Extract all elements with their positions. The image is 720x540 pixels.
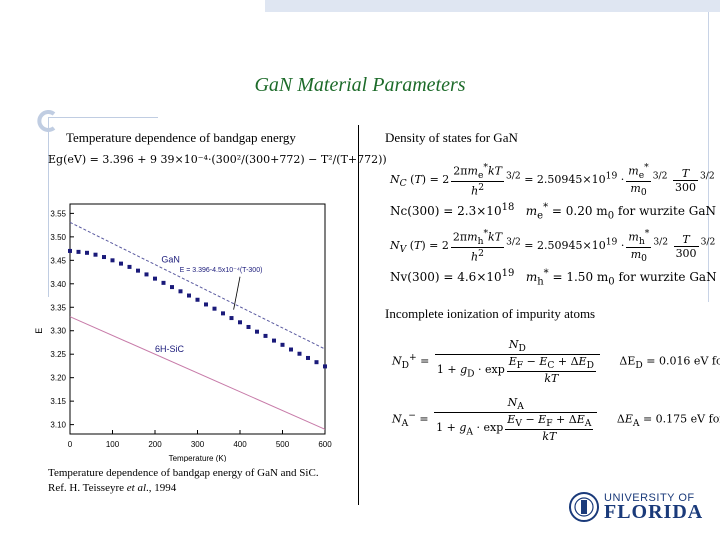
caption-etal: et al	[126, 482, 147, 494]
gan-data-point	[144, 272, 149, 277]
ed-symbol: ΔE	[619, 354, 636, 368]
gan-data-point	[161, 280, 166, 285]
figure-caption: Temperature dependence of bandgap energy…	[48, 466, 319, 496]
gan-data-point	[136, 268, 140, 273]
me-symbol: m	[525, 204, 538, 218]
gan-data-point	[314, 360, 319, 365]
gan-data-point	[221, 311, 225, 316]
left-heading: Temperature dependence of bandgap energy	[66, 130, 296, 145]
y-tick-label: 3.35	[50, 303, 66, 312]
gan-data-point	[263, 333, 268, 338]
caption-line2: Ref. H. Teisseyre et al., 1994	[48, 481, 319, 496]
ed-value: = 0.016 eV for Si	[646, 354, 720, 368]
university-logo: UNIVERSITY OF FLORIDA	[568, 490, 702, 524]
gan-data-point	[289, 347, 293, 352]
decor-vertical-line	[48, 117, 49, 297]
bandgap-formula: Eg(eV) = 3.396 + 9 39×10⁻⁴·(300²/(300+77…	[48, 153, 387, 166]
nc-300-lhs: Nc(300) = 2.3×10	[390, 204, 502, 218]
nv-equation: NV (T) = 2 2πmh*kT h2 3/2 = 2.50945×1019 · m…	[390, 228, 716, 265]
nc-300-exp: 18	[501, 202, 515, 213]
x-axis-label: Temperature (K)	[169, 454, 227, 462]
y-tick-label: 3.10	[50, 421, 66, 430]
gan-data-point	[255, 329, 259, 334]
gan-data-point	[187, 293, 191, 298]
y-tick-label: 3.15	[50, 397, 66, 406]
gan-data-point	[238, 320, 242, 325]
y-axis-label: E	[34, 328, 44, 334]
column-divider	[358, 125, 359, 505]
sic-annotation: 6H-SiC	[155, 344, 185, 354]
x-tick-label: 500	[276, 440, 290, 449]
gan-data-point	[127, 264, 132, 269]
gan-data-point	[68, 248, 72, 253]
fit-annotation: E = 3.396-4.5x10⁻⁴(T-300)	[180, 267, 263, 274]
gan-data-point	[246, 324, 251, 329]
gan-data-point	[76, 249, 81, 254]
nd-ionized-equation: ND+ = ND 1 + gD · exp EF − EC + ΔED kT ΔED …	[392, 338, 720, 385]
caption-year: ., 1994	[146, 482, 177, 494]
me-tail: for wurzite GaN	[614, 204, 716, 218]
nv-300-lhs: Nv(300) = 4.6×10	[390, 270, 502, 284]
mh-tail: for wurzite GaN	[614, 270, 717, 284]
right-accent-line	[708, 12, 709, 302]
y-tick-label: 3.25	[50, 350, 66, 359]
decor-horizontal-line	[48, 117, 158, 118]
x-tick-label: 600	[318, 440, 332, 449]
nc-300-value: Nc(300) = 2.3×1018 me* = 0.20 m0 for wur…	[390, 202, 716, 222]
gan-data-point	[212, 306, 217, 311]
logo-line1: UNIVERSITY OF	[604, 492, 695, 504]
x-tick-label: 200	[148, 440, 162, 449]
gan-data-point	[280, 342, 285, 347]
mh-value: = 1.50 m	[548, 270, 609, 284]
nv-300-exp: 19	[501, 268, 515, 279]
top-accent-bar	[265, 0, 720, 12]
gan-data-point	[110, 258, 115, 263]
gan-data-point	[297, 351, 302, 356]
y-tick-label: 3.55	[50, 209, 66, 218]
nc-constant: = 2.50945×10	[524, 173, 606, 187]
gan-annotation: GaN	[161, 255, 180, 265]
gan-data-point	[195, 297, 200, 302]
x-tick-label: 100	[106, 440, 120, 449]
caption-line1: Temperature dependence of bandgap energy…	[48, 467, 319, 479]
y-tick-label: 3.40	[50, 280, 66, 289]
y-tick-label: 3.45	[50, 256, 66, 265]
gan-data-point	[93, 252, 98, 257]
fit-annotation-arrow	[233, 276, 241, 310]
corner-ornament	[37, 110, 56, 132]
sic-line	[69, 316, 326, 430]
x-tick-label: 0	[68, 440, 73, 449]
nc-constant-exp: 19	[605, 170, 618, 182]
gan-fit-line	[69, 221, 326, 350]
seal-icon	[569, 492, 599, 522]
slide-title: GaN Material Parameters	[254, 74, 466, 96]
y-tick-label: 3.30	[50, 327, 66, 336]
gan-data-point	[153, 276, 157, 281]
bandgap-chart: 0 100 200 300 400 500 600 3.10 3.15 3.20 3.25 3.30 3…	[34, 203, 332, 462]
nv-300-value: Nv(300) = 4.6×1019 mh* = 1.50 m0 for wur…	[390, 268, 717, 288]
caption-ref: Ref. H. Teisseyre	[48, 482, 127, 494]
x-tick-label: 400	[233, 440, 247, 449]
gan-data-point	[204, 302, 208, 307]
gan-data-point	[102, 255, 106, 260]
me-value: = 0.20 m	[548, 204, 608, 218]
right-heading-dos: Density of states for GaN	[385, 130, 518, 145]
gan-data-point	[229, 316, 234, 321]
gan-data-point	[323, 364, 327, 369]
nc-equation: NC (T) = 2 2πme*kT h2 3/2 = 2.50945×1019 · m…	[390, 162, 715, 199]
gan-data-point	[272, 338, 276, 343]
right-heading-ionization: Incomplete ionization of impurity atoms	[385, 306, 596, 321]
gan-data-point	[306, 355, 310, 360]
x-tick-label: 300	[191, 440, 205, 449]
y-tick-label: 3.20	[50, 374, 66, 383]
plot-frame	[69, 203, 326, 435]
logo-line2: FLORIDA	[604, 501, 704, 523]
gan-data-point	[119, 261, 123, 266]
na-ionized-equation: NA− = NA 1 + gA · exp EV − EF + ΔEA kT ΔEA …	[392, 396, 720, 443]
y-tick-label: 3.50	[50, 233, 66, 242]
ea-value: = 0.175 eV for Mg	[642, 412, 720, 426]
gan-data-point	[178, 289, 183, 294]
gan-data-point	[170, 285, 174, 290]
gan-data-point	[85, 250, 89, 255]
